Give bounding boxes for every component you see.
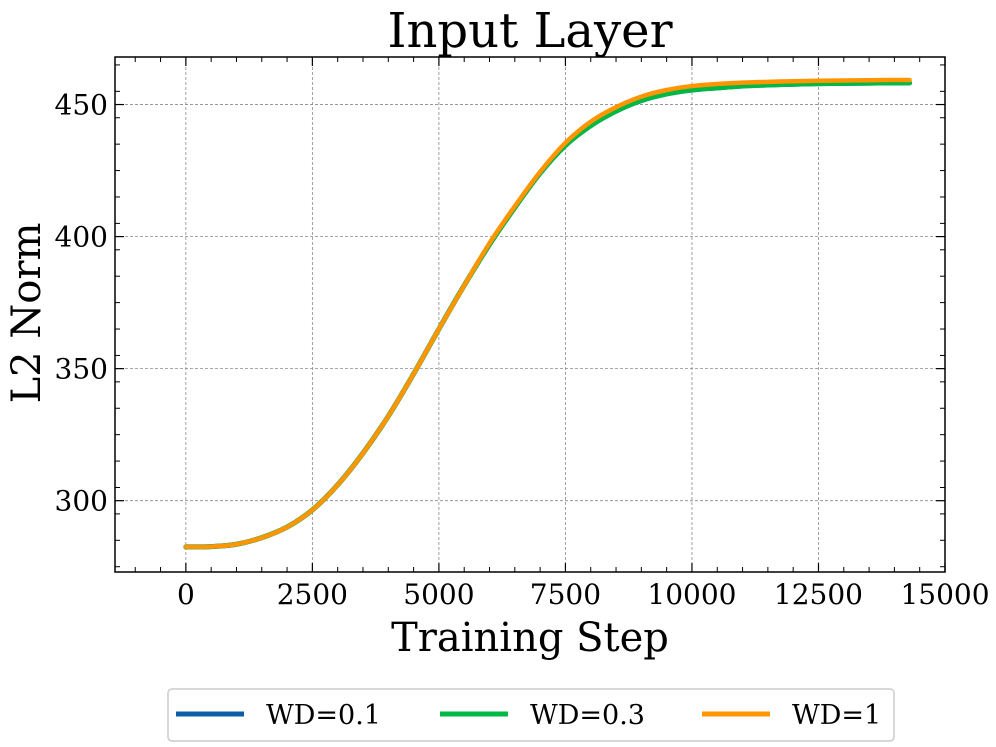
y-tick-label: 300	[55, 485, 108, 518]
legend-label-3: WD=1	[792, 700, 881, 731]
legend-box	[167, 688, 895, 742]
legend-label-2: WD=0.3	[530, 700, 645, 731]
series-line-2	[183, 80, 913, 550]
y-tick-label: 450	[55, 89, 108, 122]
y-tick-label: 400	[55, 221, 108, 254]
chart-title: Input Layer	[387, 3, 672, 59]
x-tick-label: 2500	[277, 578, 348, 611]
x-axis-label: Training Step	[391, 615, 669, 661]
plot-frame	[114, 56, 946, 573]
y-axis-label: L2 Norm	[4, 223, 50, 404]
grid	[115, 57, 946, 572]
series-line-1	[183, 80, 913, 550]
x-tick-label: 12500	[774, 578, 863, 611]
legend-label-1: WD=0.1	[266, 700, 381, 731]
x-tick-labels: 0 2500 5000 7500 10000 12500 15000	[177, 578, 990, 611]
y-tick-labels: 300 350 400 450	[55, 89, 108, 518]
x-tick-label: 7500	[530, 578, 601, 611]
legend: WD=0.1 WD=0.3 WD=1	[167, 688, 895, 742]
x-tick-label: 0	[177, 578, 195, 611]
series-layer	[183, 77, 913, 550]
series-line-3	[183, 77, 912, 550]
ticks	[115, 57, 946, 572]
x-tick-label: 10000	[647, 578, 736, 611]
x-tick-label: 15000	[900, 578, 989, 611]
x-tick-label: 5000	[403, 578, 474, 611]
y-tick-label: 350	[55, 353, 108, 386]
